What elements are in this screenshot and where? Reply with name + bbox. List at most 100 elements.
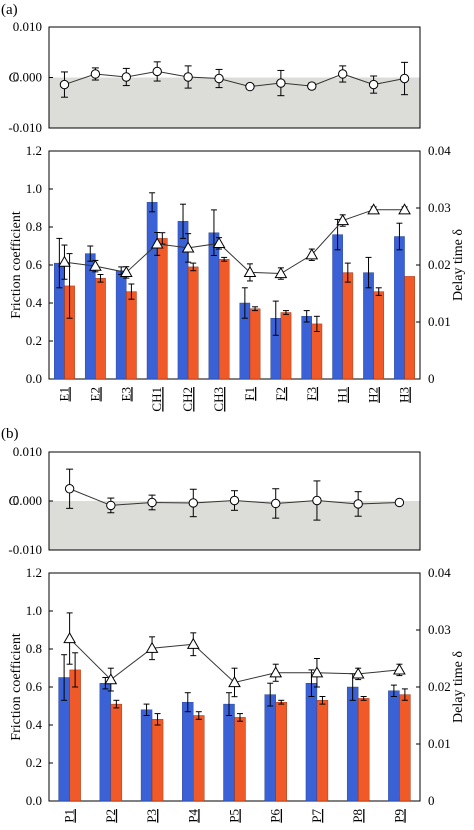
- a-friction-delay-line: [64, 209, 405, 275]
- b-friction-errorbar-orange-7: [360, 696, 367, 701]
- b-friction-errorbar-blue-6: [308, 669, 315, 697]
- b-friction-ytick-label-3: 0.6: [26, 679, 43, 694]
- panel-label-b: (b): [1, 426, 19, 442]
- a-friction-bar-blue-3: [146, 202, 158, 380]
- b-c-ytick-label-2: -0.010: [8, 542, 42, 557]
- a-friction-bar-blue-11: [394, 236, 405, 380]
- b-friction-bar-blue-3: [182, 702, 194, 802]
- b-friction-bar-blue-8: [388, 690, 400, 802]
- b-friction-xtick-label-3: P4: [185, 809, 200, 823]
- a-friction-errorbar-blue-10: [365, 256, 372, 289]
- a-friction-delay-point-7: [274, 267, 288, 279]
- b-friction-delay-point-4: [228, 675, 241, 688]
- a-friction-errorbar-orange-7: [282, 310, 289, 315]
- a-friction-errorbar-blue-3: [149, 192, 156, 213]
- b-friction-xtick-label-0: P1: [62, 809, 77, 823]
- b-c-point-0: [64, 484, 75, 494]
- a-friction-delay-point-5: [212, 236, 226, 248]
- b-friction-ylabel: Friction coefficient: [9, 633, 24, 741]
- a-friction-bar-blue-9: [332, 234, 343, 380]
- b-c-point-2: [147, 497, 157, 508]
- a-friction-errorbar-orange-5: [221, 256, 228, 262]
- b-friction-bar-orange-0: [69, 669, 81, 802]
- a-friction-errorbar-blue-6: [241, 287, 248, 319]
- b-friction-bar-orange-5: [275, 702, 287, 802]
- a-friction-delay-point-11: [398, 203, 411, 215]
- a-friction-errorbar-orange-1: [97, 274, 104, 283]
- a-friction-xtick-label-9: H1: [335, 387, 350, 403]
- b-friction-ytick-label-6: 1.2: [26, 565, 42, 580]
- b-friction-errorbar-blue-5: [267, 682, 274, 707]
- b-friction-xtick-label-5: P6: [268, 809, 283, 823]
- b-friction-bar-orange-6: [316, 700, 329, 802]
- a-friction-errorbar-orange-10: [375, 287, 382, 296]
- a-c-point-9: [338, 69, 348, 79]
- a-friction-delay-point-8: [305, 248, 319, 260]
- b-c-ytick-label-1: 0.000: [13, 493, 42, 508]
- b-friction-bar-blue-1: [99, 683, 112, 802]
- b-friction-errorbar-orange-4: [237, 713, 243, 722]
- b-friction-errorbar-blue-0: [61, 654, 68, 701]
- a-c-point-0: [59, 79, 70, 90]
- b-c-point-8: [394, 497, 405, 508]
- panel-label-a: (a): [1, 2, 18, 18]
- b-friction-ytick-label-5: 1.0: [26, 603, 42, 618]
- a-c-point-5: [214, 73, 224, 84]
- b-friction-bar-blue-5: [264, 694, 276, 802]
- b-friction-delay-point-3: [186, 637, 200, 649]
- a-friction-xtick-label-1: E2: [87, 387, 102, 401]
- a-friction-delay-point-1: [89, 259, 102, 271]
- b-friction-bar-blue-4: [223, 703, 235, 802]
- a-friction-ytick-label-2: 0.4: [26, 295, 43, 310]
- a-friction-ytick-label-4: 0.8: [26, 219, 42, 234]
- a-friction-ytick-right-label-4: 0.04: [428, 143, 451, 158]
- a-friction-xtick-label-7: F2: [273, 387, 288, 401]
- b-c-ylabel: C: [8, 494, 18, 509]
- a-c-point-2: [121, 72, 131, 82]
- b-friction-errorbar-orange-1: [113, 699, 120, 709]
- a-c-point-4: [183, 72, 193, 82]
- b-friction-xtick-label-8: P9: [391, 809, 406, 823]
- b-friction-ytick-right-label-0: 0: [428, 793, 435, 808]
- b-friction-ytick-label-1: 0.2: [26, 755, 42, 770]
- a-friction-ytick-right-label-2: 0.02: [428, 257, 451, 272]
- b-c-point-6: [312, 495, 322, 506]
- a-friction-xtick-label-6: F1: [242, 387, 257, 401]
- b-friction-ytick-label-0: 0.0: [26, 793, 42, 808]
- a-friction-xtick-label-4: CH2: [180, 387, 195, 412]
- a-friction-ylabel-right: Delay time δ: [451, 229, 466, 301]
- b-friction-delay-point-6: [310, 666, 324, 678]
- a-friction-errorbar-blue-11: [396, 222, 403, 251]
- b-friction-bar-orange-3: [193, 715, 205, 802]
- b-c-ytick-label-0: 0.010: [13, 444, 42, 459]
- a-friction-bar-blue-10: [363, 272, 374, 380]
- a-friction-errorbar-blue-4: [180, 203, 187, 239]
- a-friction-xtick-label-2: E3: [118, 387, 133, 401]
- a-friction-ytick-label-6: 1.2: [26, 143, 42, 158]
- b-friction-bar-orange-7: [357, 698, 370, 802]
- a-friction-bar-orange-2: [126, 291, 137, 380]
- b-friction-errorbar-blue-3: [184, 692, 191, 713]
- b-friction-errorbar-orange-5: [278, 699, 285, 705]
- a-friction-ylabel: Friction coefficient: [9, 211, 24, 319]
- b-c-point-1: [106, 500, 116, 511]
- b-friction-ytick-label-2: 0.4: [26, 717, 43, 732]
- a-friction-xtick-label-11: H3: [397, 387, 412, 403]
- a-c-point-10: [368, 79, 379, 90]
- b-friction-errorbar-orange-6: [319, 696, 326, 705]
- a-friction-errorbar-orange-6: [252, 306, 259, 312]
- b-friction-bar-orange-8: [399, 694, 411, 802]
- a-friction-errorbar-blue-7: [272, 300, 279, 336]
- a-friction-xtick-label-0: E1: [56, 387, 71, 401]
- a-friction-delay-point-3: [150, 237, 164, 249]
- a-friction-errorbar-orange-9: [344, 262, 351, 283]
- a-friction-bar-orange-1: [95, 278, 106, 380]
- a-friction-bar-orange-9: [342, 272, 354, 380]
- b-friction-errorbar-orange-0: [72, 652, 79, 688]
- b-friction-errorbar-blue-2: [143, 703, 150, 716]
- a-friction-xtick-label-8: F3: [304, 387, 319, 401]
- b-friction-delay-point-1: [104, 673, 118, 685]
- a-friction-xtick-label-10: H2: [366, 387, 381, 403]
- a-friction-bar-orange-3: [157, 238, 168, 380]
- b-friction-ytick-right-label-4: 0.04: [428, 565, 451, 580]
